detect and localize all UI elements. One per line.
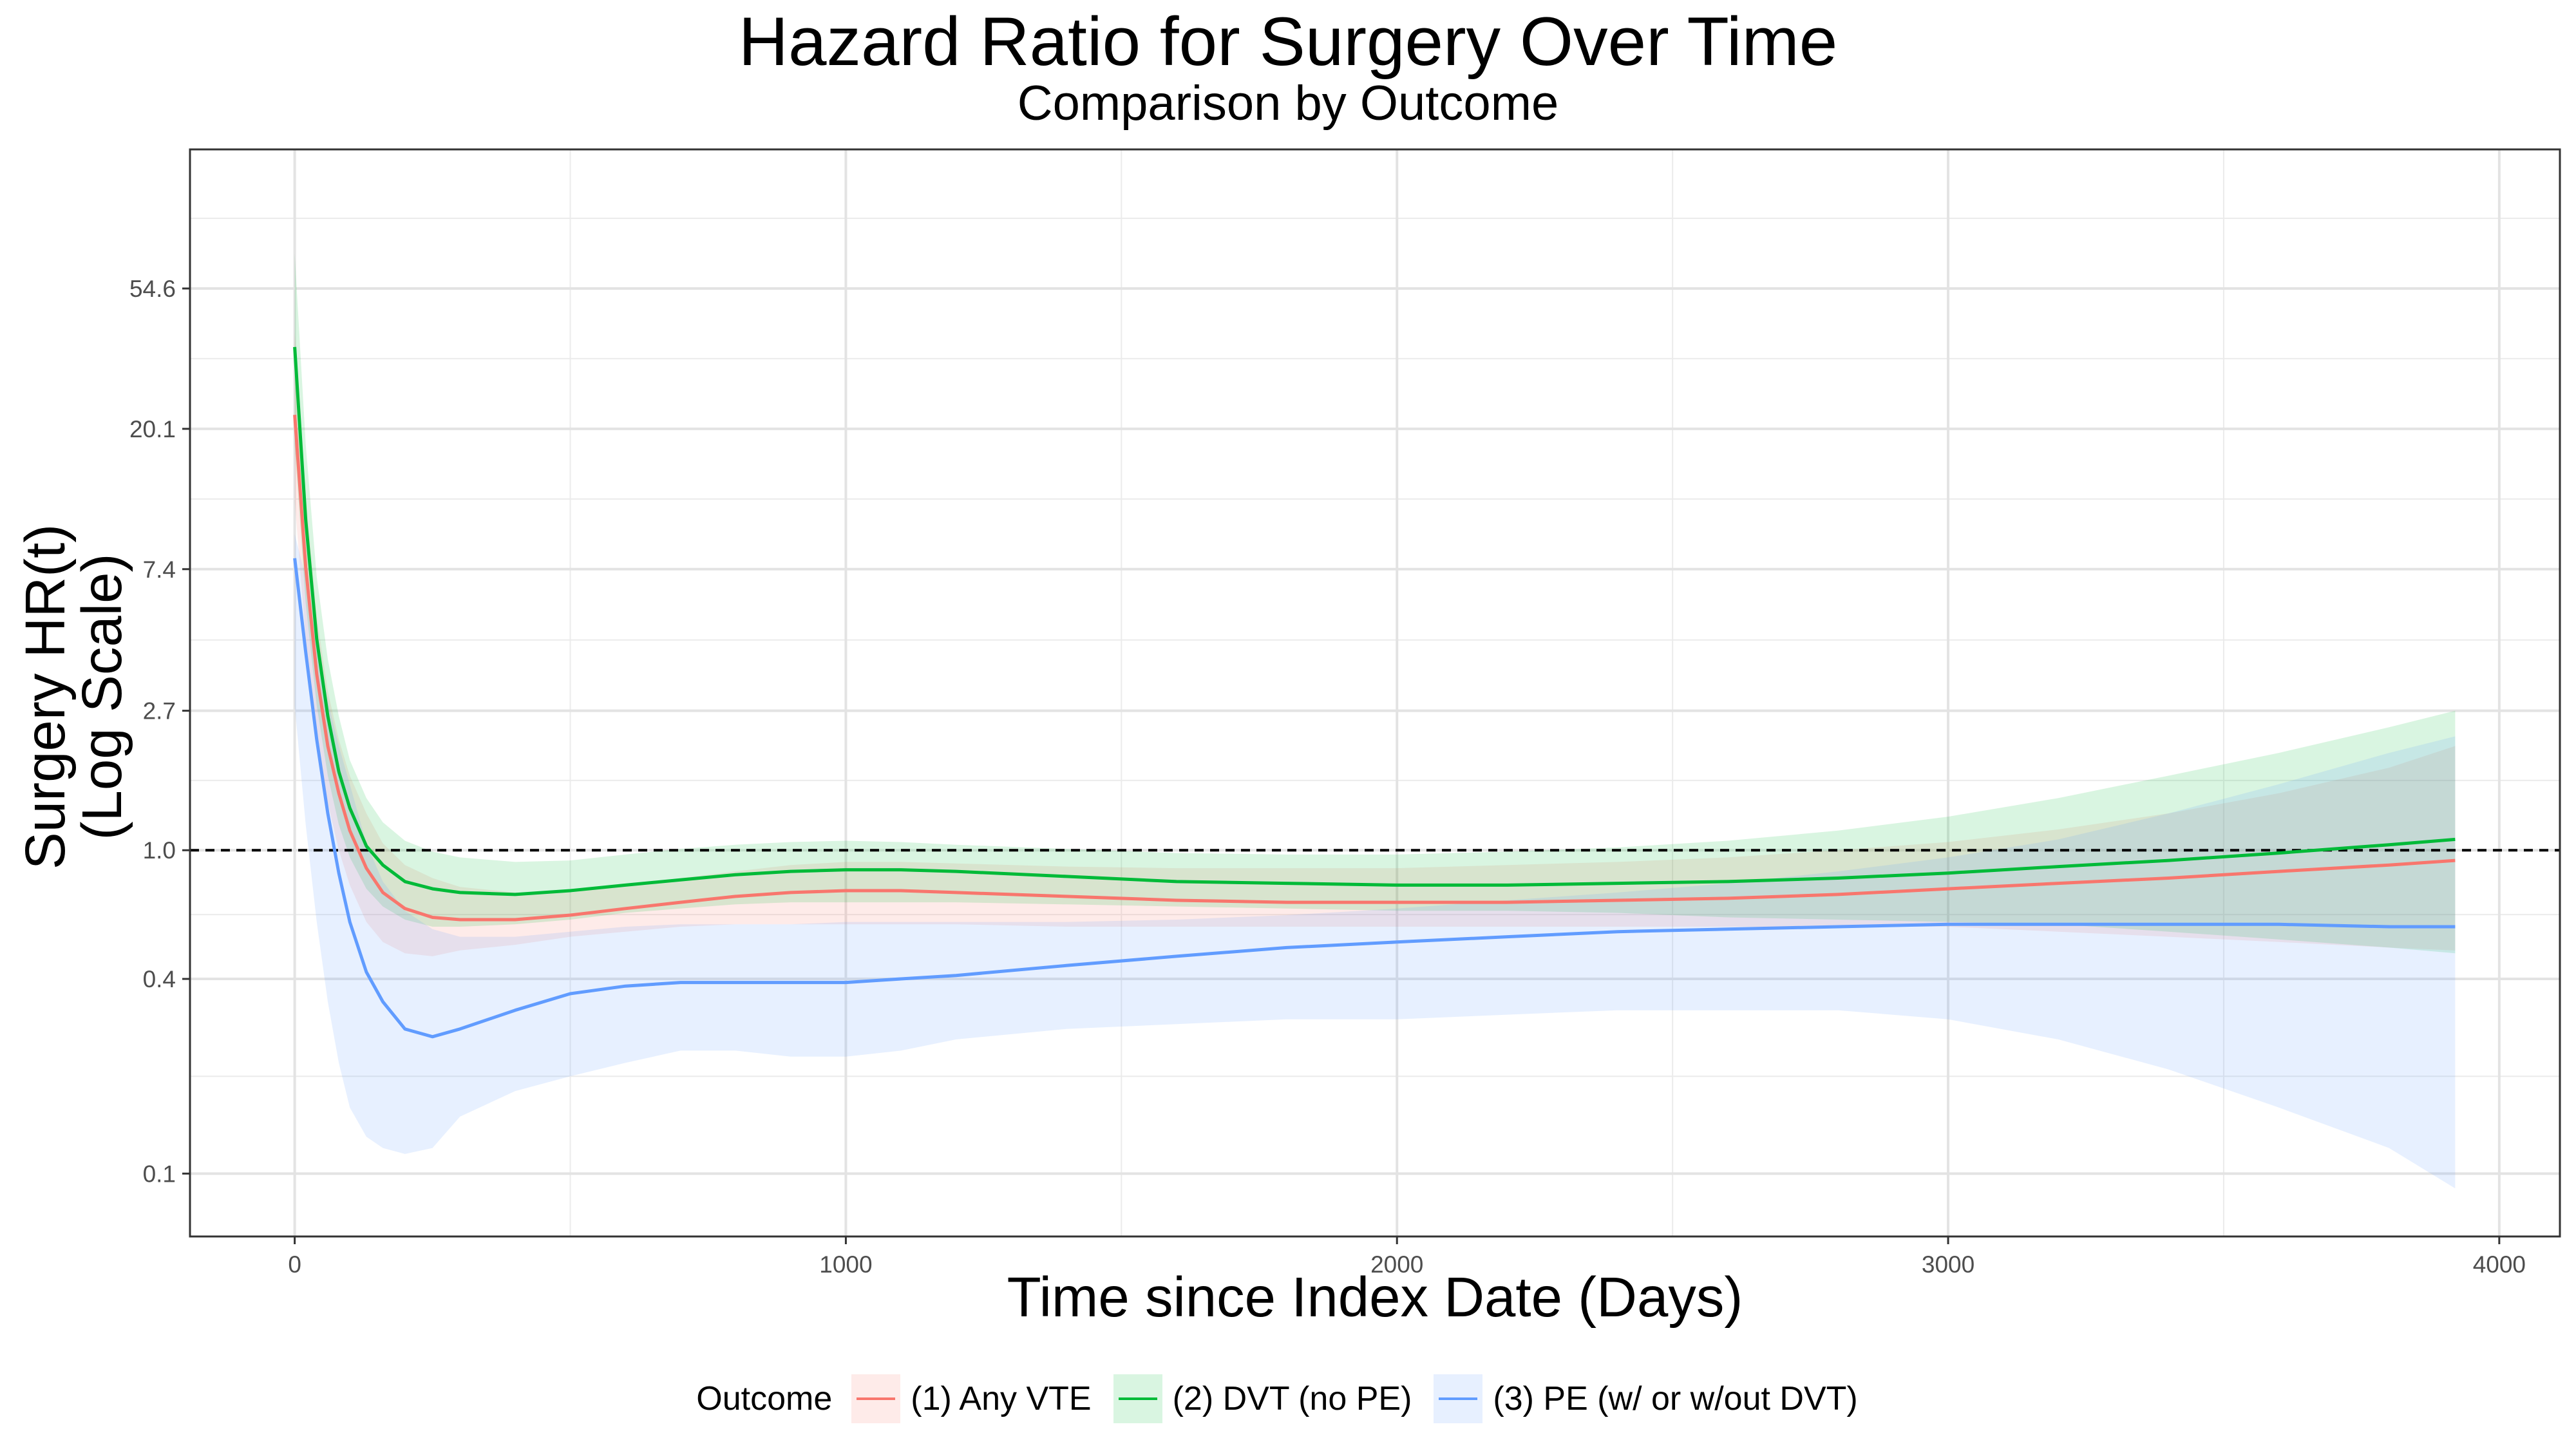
x-tick-label: 4000 xyxy=(2473,1251,2526,1278)
y-axis-label-line1: Surgery HR(t) xyxy=(14,524,77,870)
x-axis-label: Time since Index Date (Days) xyxy=(1007,1266,1743,1329)
legend: Outcome (1) Any VTE (2) DVT (no PE) (3) … xyxy=(0,1373,2576,1425)
legend-title: Outcome xyxy=(696,1380,833,1417)
series-line-1 xyxy=(293,415,2456,922)
confidence-ribbons xyxy=(294,253,2456,1189)
legend-key-pe xyxy=(1434,1374,1483,1423)
y-tick-label: 54.6 xyxy=(129,276,176,302)
panel-border xyxy=(189,148,2561,1238)
y-axis-label: Surgery HR(t) (Log Scale) xyxy=(6,523,142,871)
ci-ribbon-2 xyxy=(294,253,2456,954)
x-axis: 0 1000 2000 3000 4000 xyxy=(288,1236,2526,1278)
legend-item-any-vte: (1) Any VTE xyxy=(851,1374,1092,1423)
legend-item-dvt: (2) DVT (no PE) xyxy=(1113,1374,1412,1423)
y-tick-label: 1.0 xyxy=(143,837,176,864)
y-tick-label: 7.4 xyxy=(143,556,176,583)
x-tick-label: 3000 xyxy=(1922,1251,1975,1278)
series-line-2 xyxy=(293,346,2456,896)
y-tick-label: 0.1 xyxy=(143,1160,176,1187)
legend-item-pe: (3) PE (w/ or w/out DVT) xyxy=(1434,1374,1858,1423)
x-tick-label: 2000 xyxy=(1370,1251,1423,1278)
legend-label-any-vte: (1) Any VTE xyxy=(911,1380,1092,1417)
legend-key-any-vte xyxy=(851,1374,901,1423)
series-line-3 xyxy=(293,558,2456,1039)
y-tick-label: 20.1 xyxy=(129,416,176,442)
y-tick-label: 2.7 xyxy=(143,698,176,724)
y-axis: 0.1 0.4 1.0 2.7 7.4 20.1 54.6 xyxy=(129,276,190,1187)
legend-label-dvt: (2) DVT (no PE) xyxy=(1172,1380,1412,1417)
legend-key-dvt xyxy=(1113,1374,1162,1423)
x-tick-label: 0 xyxy=(288,1251,301,1278)
chart-title: Hazard Ratio for Surgery Over Time xyxy=(738,3,1838,80)
legend-label-pe: (3) PE (w/ or w/out DVT) xyxy=(1493,1380,1858,1417)
series-lines xyxy=(293,346,2456,1039)
y-tick-label: 0.4 xyxy=(143,966,176,992)
ci-ribbon-3 xyxy=(294,534,2456,1189)
y-axis-label-line2: (Log Scale) xyxy=(71,553,133,840)
chart-subtitle: Comparison by Outcome xyxy=(1017,76,1559,131)
x-tick-label: 1000 xyxy=(819,1251,872,1278)
